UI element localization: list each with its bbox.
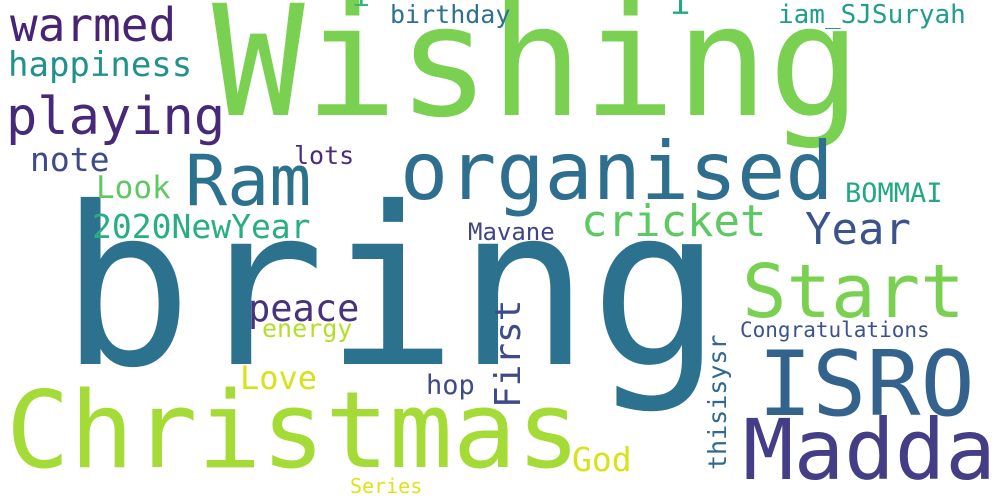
word-birthday: birthday bbox=[390, 0, 511, 29]
word-hop: hop bbox=[426, 370, 475, 401]
word-energy: energy bbox=[262, 314, 353, 343]
word-first: First bbox=[488, 299, 529, 408]
word-bommai: BOMMAI bbox=[845, 178, 943, 209]
word-start: Start bbox=[742, 249, 965, 335]
word-cricket: cricket bbox=[581, 196, 767, 247]
word-warmed: warmed bbox=[10, 0, 177, 52]
word-bring: bring bbox=[60, 160, 723, 416]
word-wishing: Wishing bbox=[212, 0, 862, 152]
word-lots: lots bbox=[294, 141, 355, 170]
word-iam-sjsuryah: iam_SJSuryah bbox=[778, 0, 966, 30]
word-fragment-top: i bbox=[352, 0, 370, 12]
word-note: note bbox=[30, 140, 110, 179]
word-mavane: Mavane bbox=[468, 218, 555, 246]
word-playing: playing bbox=[6, 87, 226, 147]
word-god: God bbox=[572, 440, 632, 479]
word-year: Year bbox=[805, 204, 911, 255]
word-isro: ISRO bbox=[758, 332, 975, 437]
word-happiness: happiness bbox=[8, 45, 193, 85]
word-organised: organised bbox=[400, 125, 834, 218]
word-congratulations: Congratulations bbox=[740, 318, 930, 342]
word-thisisysr: thisisysr bbox=[703, 334, 732, 470]
word-love: Love bbox=[240, 359, 318, 397]
word-series: Series bbox=[350, 474, 423, 498]
word-fragment-top-right: i bbox=[670, 0, 691, 23]
word-madda: Madda bbox=[743, 401, 996, 499]
word-look: Look bbox=[96, 170, 171, 206]
word-christmas: Christmas bbox=[6, 369, 581, 492]
word-2020newyear: 2020NewYear bbox=[92, 207, 311, 246]
word-ram: Ram bbox=[185, 140, 312, 222]
word-peace: peace bbox=[248, 287, 360, 330]
